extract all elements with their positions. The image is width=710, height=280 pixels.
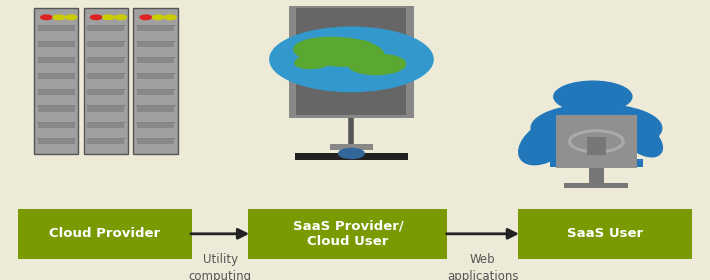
Bar [137,139,174,144]
Bar [38,58,75,63]
Text: Utility
computing: Utility computing [189,253,251,280]
Bar [137,25,174,31]
Bar [614,159,643,167]
Bar [87,123,124,128]
Bar [87,139,124,144]
Bar [589,168,604,185]
Text: Web
applications: Web applications [447,253,518,280]
Bar [555,115,638,168]
Circle shape [115,15,126,20]
Bar [87,90,124,95]
Bar [87,106,124,112]
Ellipse shape [519,118,576,165]
Circle shape [140,15,151,20]
Circle shape [165,15,176,20]
Circle shape [153,15,164,20]
Bar [564,183,628,188]
Bar [38,25,75,31]
Ellipse shape [345,40,371,48]
Bar [137,58,174,63]
Bar [555,115,638,168]
Circle shape [53,15,65,20]
Bar [295,153,408,160]
Bar [137,42,174,47]
Bar [587,137,606,155]
Bar [87,25,124,31]
Bar [87,58,124,63]
Bar [87,74,124,79]
Bar [38,74,75,79]
Circle shape [339,148,364,158]
Circle shape [40,15,52,20]
Bar [84,8,128,154]
Bar [297,8,406,115]
Bar [137,74,174,79]
Bar [137,106,174,112]
Ellipse shape [295,55,332,69]
Circle shape [65,15,77,20]
Ellipse shape [349,54,405,74]
Bar [38,123,75,128]
Bar [34,8,78,154]
Bar [137,90,174,95]
Circle shape [554,81,632,112]
FancyBboxPatch shape [248,209,447,259]
Bar [137,123,174,128]
Ellipse shape [569,131,623,152]
Bar [330,144,373,150]
Circle shape [103,15,114,20]
FancyBboxPatch shape [18,209,192,259]
Circle shape [270,27,433,92]
Circle shape [90,15,102,20]
FancyBboxPatch shape [518,209,692,259]
Ellipse shape [621,121,662,157]
Bar [87,42,124,47]
Ellipse shape [531,104,662,152]
Bar [38,139,75,144]
Bar [38,106,75,112]
Text: SaaS Provider/
Cloud User: SaaS Provider/ Cloud User [293,219,403,248]
Bar [290,6,414,118]
Ellipse shape [294,37,383,66]
Bar [550,159,579,167]
Text: SaaS User: SaaS User [567,227,643,240]
Bar [38,42,75,47]
Text: Cloud Provider: Cloud Provider [49,227,160,240]
Bar [38,90,75,95]
Bar [133,8,178,154]
